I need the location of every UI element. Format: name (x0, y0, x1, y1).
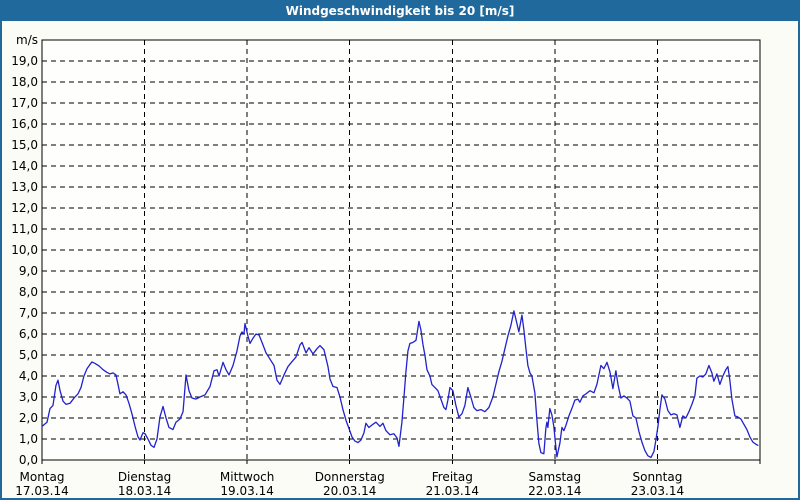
x-axis-day-label: Freitag (432, 470, 473, 484)
x-axis-day-label: Sonntag (632, 470, 682, 484)
plot-area (41, 39, 761, 461)
y-axis-tick-label: 14,0 (11, 159, 38, 173)
y-axis-tick-label: 7,0 (19, 306, 38, 320)
y-axis-tick-label: 9,0 (19, 264, 38, 278)
title-bar: Windgeschwindigkeit bis 20 [m/s] (2, 2, 798, 21)
chart-title: Windgeschwindigkeit bis 20 [m/s] (285, 4, 515, 18)
x-axis-date-label: 19.03.14 (220, 484, 273, 498)
y-axis-tick-label: 18,0 (11, 75, 38, 89)
x-axis-date-label: 20.03.14 (323, 484, 376, 498)
y-axis-tick-label: 19,0 (11, 54, 38, 68)
x-axis-date-label: 23.03.14 (631, 484, 684, 498)
x-axis-date-label: 18.03.14 (118, 484, 171, 498)
x-axis-day-label: Donnerstag (315, 470, 385, 484)
y-axis-tick-label: 12,0 (11, 201, 38, 215)
x-axis-day-label: Mittwoch (220, 470, 274, 484)
y-axis-tick-label: 17,0 (11, 96, 38, 110)
y-axis-tick-label: 6,0 (19, 327, 38, 341)
y-axis-tick-label: 13,0 (11, 180, 38, 194)
y-axis-unit-label: m/s (16, 33, 38, 47)
x-axis-day-label: Samstag (529, 470, 582, 484)
y-axis-tick-label: 1,0 (19, 432, 38, 446)
y-axis-tick-label: 5,0 (19, 348, 38, 362)
x-axis-date-label: 21.03.14 (426, 484, 479, 498)
x-axis-day-label: Montag (20, 470, 65, 484)
y-axis-tick-label: 11,0 (11, 222, 38, 236)
y-axis-tick-label: 0,0 (19, 453, 38, 467)
x-axis-date-label: 22.03.14 (528, 484, 581, 498)
y-axis-tick-label: 8,0 (19, 285, 38, 299)
y-axis-tick-label: 3,0 (19, 390, 38, 404)
wind-speed-line (41, 310, 759, 459)
y-axis-tick-label: 10,0 (11, 243, 38, 257)
y-axis-tick-label: 15,0 (11, 138, 38, 152)
y-axis-tick-label: 2,0 (19, 411, 38, 425)
x-axis-day-label: Dienstag (118, 470, 172, 484)
y-axis-tick-label: 4,0 (19, 369, 38, 383)
x-axis-date-label: 17.03.14 (15, 484, 68, 498)
y-axis-tick-label: 16,0 (11, 117, 38, 131)
wind-speed-chart: 0,0 1,0 2,0 3,0 4,0 5,0 6,0 7,0 8,0 9,0 10,0 11,0 12… (11, 33, 761, 498)
